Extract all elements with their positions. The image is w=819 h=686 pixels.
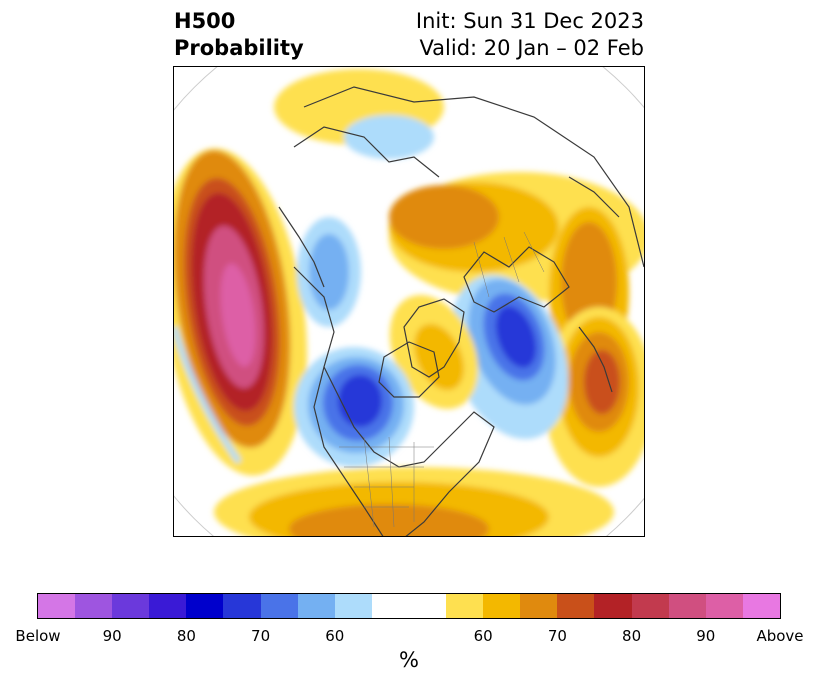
colorbar-segment — [483, 594, 521, 618]
title-line-1: H500 — [174, 9, 236, 33]
colorbar-segment — [371, 594, 447, 618]
map-canvas — [174, 67, 644, 536]
probability-fields — [174, 69, 644, 536]
state-border-line-6 — [388, 436, 395, 528]
colorbar-segment — [223, 594, 261, 618]
north-america-coast — [293, 266, 495, 536]
colorbar-segment — [149, 594, 187, 618]
japan-coast — [578, 326, 613, 393]
west-edge-trough — [174, 326, 242, 464]
us-west-coast — [313, 366, 384, 536]
colorbar-segment — [668, 594, 706, 618]
probability-map — [173, 66, 645, 537]
europe-ridge-70 — [389, 185, 499, 249]
colorbar-segment — [594, 594, 632, 618]
colorbar-segment — [260, 594, 298, 618]
colorbar-unit-label: % — [399, 648, 419, 672]
colorbar-tick-label: 80 — [622, 627, 642, 645]
map-title: H500 Probability — [174, 8, 304, 62]
colorbar-tick-label: 70 — [251, 627, 271, 645]
siberia-trough-90 — [495, 306, 537, 368]
colorbar-segment — [334, 594, 372, 618]
greenland-coast — [403, 298, 465, 378]
colorbar-segment — [186, 594, 224, 618]
colorbar-tick-label: 90 — [102, 627, 122, 645]
colorbar-segment — [705, 594, 743, 618]
init-date: Init: Sun 31 Dec 2023 — [415, 9, 644, 33]
mediterranean-coast — [568, 176, 620, 218]
colorbar-segment — [557, 594, 595, 618]
alaska-coast — [278, 206, 325, 288]
state-border-line-9 — [523, 231, 545, 273]
east-asia-ridge-75 — [584, 350, 620, 414]
colorbar-segment — [742, 594, 780, 618]
colorbar-tick-label: 90 — [696, 627, 716, 645]
na-trough-90 — [338, 375, 382, 427]
state-border-line-5 — [363, 436, 375, 528]
pacific-ridge-95 — [220, 263, 256, 367]
arctic-trough-60 — [344, 115, 434, 159]
hudson-ridge-65 — [414, 323, 464, 391]
hudson-bay-coast — [378, 341, 440, 398]
colorbar-segment — [446, 594, 484, 618]
colorbar-tick-label: 60 — [473, 627, 493, 645]
valid-range: Valid: 20 Jan – 02 Feb — [419, 36, 644, 60]
asia-coast — [303, 86, 644, 268]
colorbar-segment — [75, 594, 113, 618]
colorbar-segment — [297, 594, 335, 618]
colorbar-segment — [520, 594, 558, 618]
southern-ridge-70 — [289, 504, 489, 536]
colorbar-tick-label: 70 — [547, 627, 567, 645]
colorbar-tick-label: Above — [756, 627, 804, 645]
colorbar-tick-label: 60 — [325, 627, 345, 645]
state-border-line-8 — [503, 236, 520, 283]
bc-trough-70 — [309, 234, 349, 310]
europe-coast — [463, 246, 570, 313]
colorbar-segment — [112, 594, 150, 618]
colorbar-segment — [38, 594, 76, 618]
title-line-2: Probability — [174, 36, 304, 60]
colorbar-segment — [631, 594, 669, 618]
forecast-dates: Init: Sun 31 Dec 2023 Valid: 20 Jan – 02… — [416, 8, 644, 62]
probability-colorbar — [37, 593, 781, 619]
colorbar-tick-label: Below — [15, 627, 61, 645]
state-borders — [339, 231, 545, 528]
coastlines — [278, 86, 644, 536]
siberia-coast — [293, 126, 440, 178]
colorbar-tick-label: 80 — [176, 627, 196, 645]
state-border-line-10 — [473, 241, 490, 298]
